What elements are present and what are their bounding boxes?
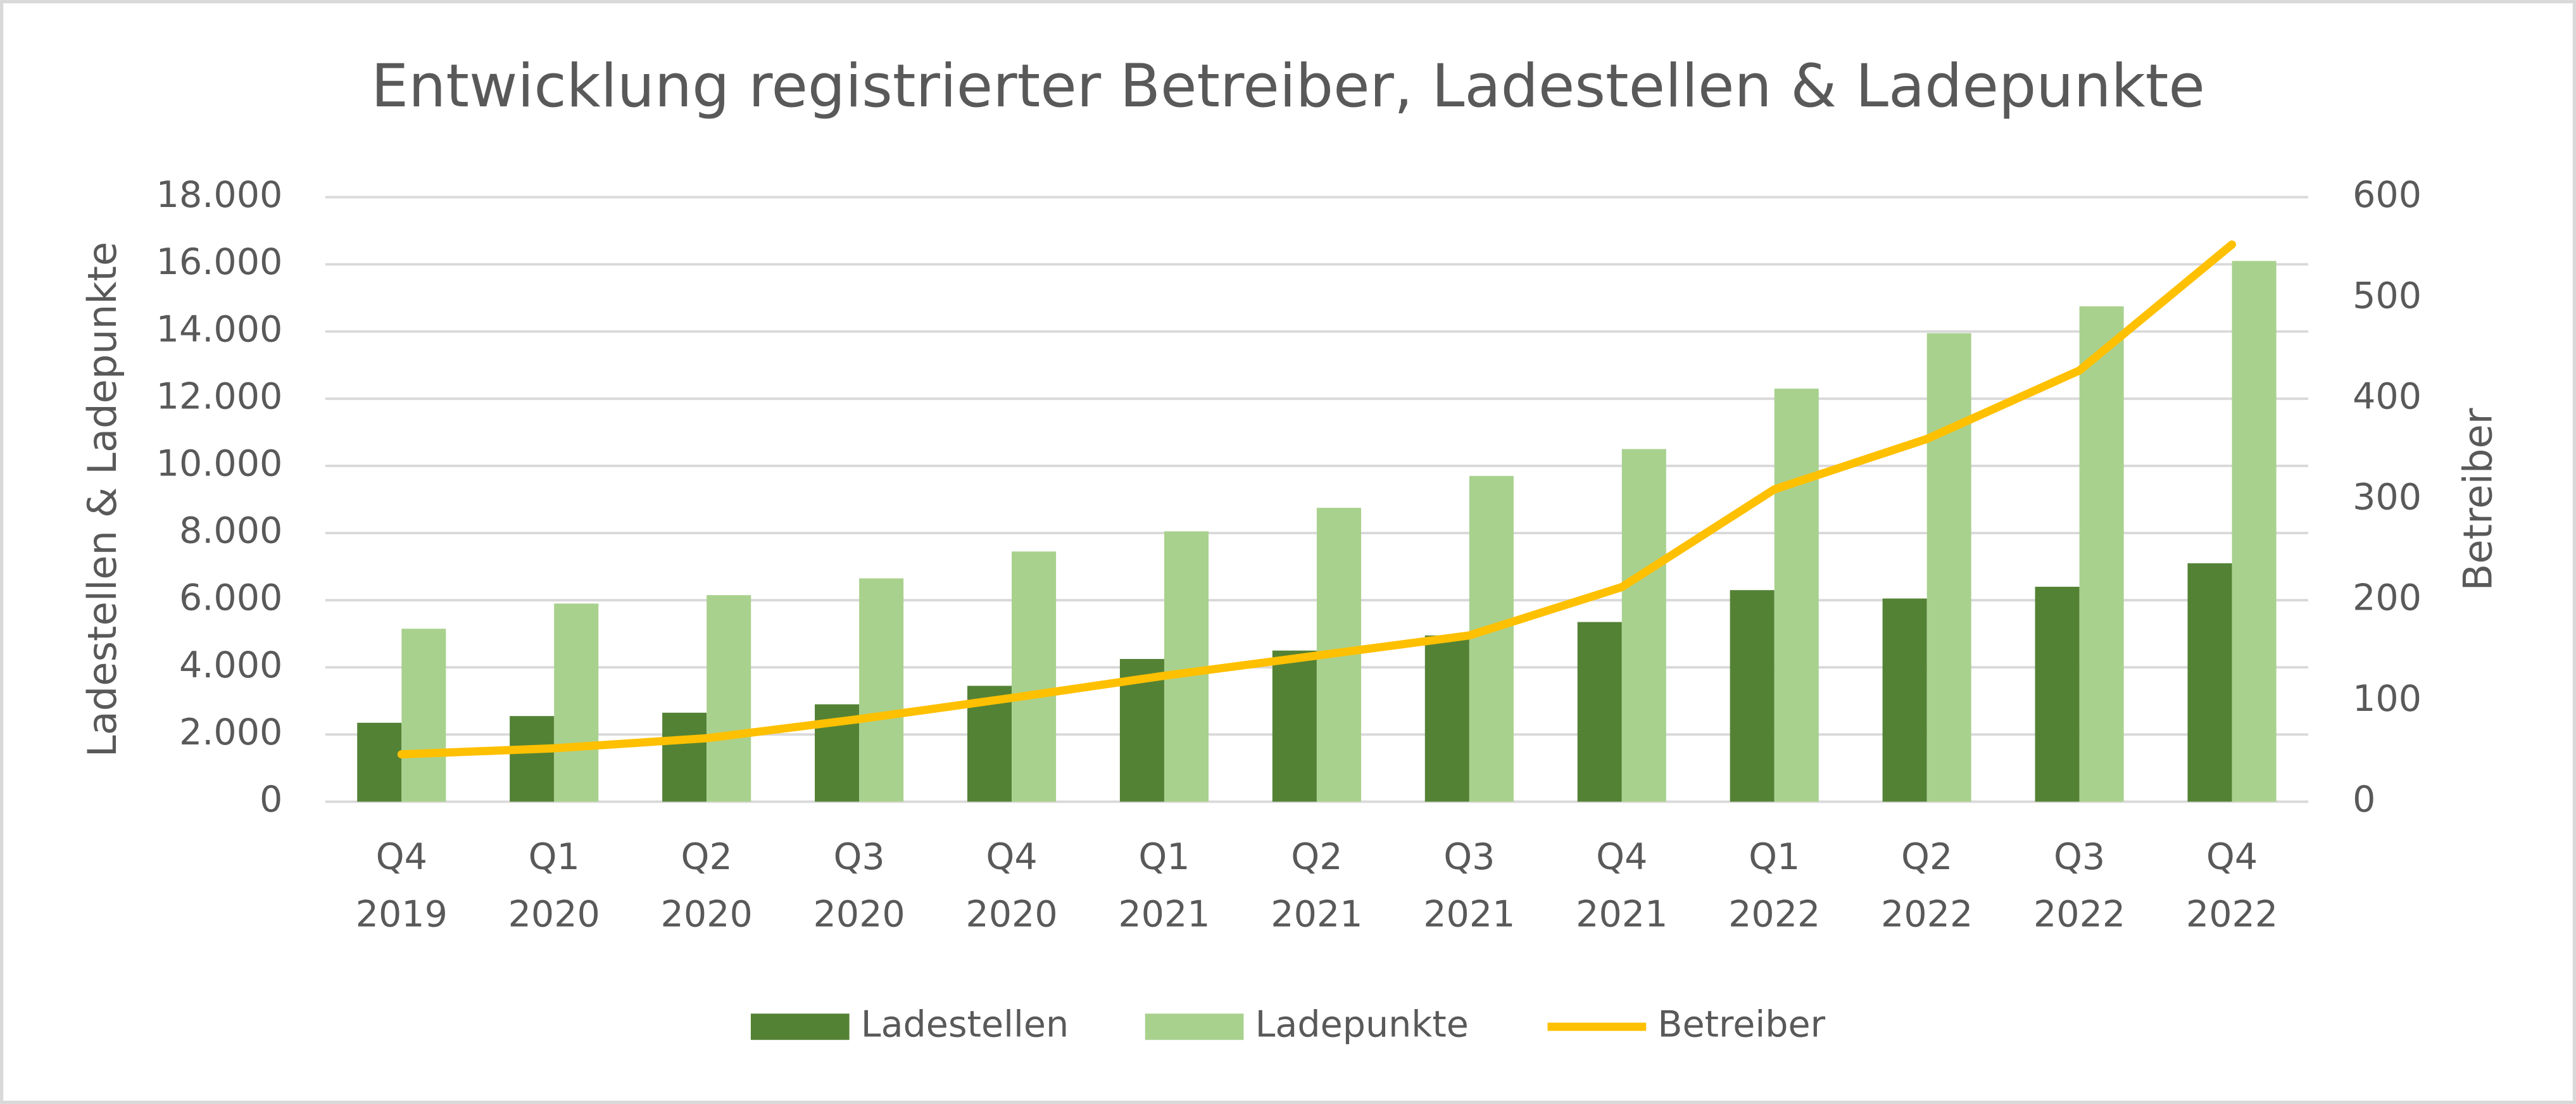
- x-tick-label: Q2: [681, 836, 732, 878]
- x-tick-label: 2020: [813, 894, 905, 936]
- y2-axis-title: Betreiber: [2455, 408, 2501, 591]
- y-tick-label: 0: [260, 779, 282, 820]
- x-tick-label: 2021: [1271, 894, 1362, 936]
- y-tick-label: 12.000: [156, 375, 283, 417]
- y-tick-label: 14.000: [156, 308, 283, 350]
- y2-tick-label: 0: [2353, 779, 2375, 820]
- x-tick-label: 2020: [508, 894, 600, 936]
- x-tick-label: 2022: [1728, 894, 1820, 936]
- bar: [1012, 551, 1057, 802]
- bar: [1774, 388, 1819, 802]
- x-tick-label: 2020: [965, 894, 1057, 936]
- x-tick-label: Q3: [1443, 836, 1495, 878]
- y-tick-label: 6.000: [179, 577, 282, 619]
- bar: [510, 716, 555, 802]
- x-tick-label: Q3: [2054, 836, 2105, 878]
- legend-label: Ladepunkte: [1255, 1004, 1469, 1046]
- legend-swatch: [1145, 1013, 1244, 1040]
- bar: [2187, 563, 2232, 802]
- y2-tick-label: 600: [2353, 174, 2422, 216]
- bar: [859, 578, 904, 802]
- y2-tick-label: 200: [2353, 577, 2422, 619]
- x-tick-label: Q2: [1291, 836, 1342, 878]
- x-tick-label: Q1: [1749, 836, 1800, 878]
- bar: [357, 722, 402, 802]
- y-tick-label: 2.000: [179, 712, 282, 753]
- bar: [1424, 635, 1469, 802]
- y-tick-label: 16.000: [156, 241, 283, 283]
- y-tick-label: 18.000: [156, 174, 283, 216]
- x-tick-label: Q4: [986, 836, 1037, 878]
- line: [397, 240, 2237, 759]
- x-tick-label: 2022: [2186, 894, 2278, 936]
- bar: [662, 712, 707, 802]
- x-tick-label: 2022: [1881, 894, 1973, 936]
- bar: [1621, 449, 1666, 802]
- bar: [1164, 531, 1209, 802]
- legend-label: Ladestellen: [861, 1004, 1069, 1046]
- legend-label: Betreiber: [1657, 1004, 1825, 1046]
- x-tick-label: 2019: [356, 894, 448, 936]
- x-tick-label: Q3: [833, 836, 884, 878]
- bar: [1272, 650, 1317, 802]
- x-tick-label: Q1: [529, 836, 580, 878]
- y-tick-label: 10.000: [156, 443, 283, 485]
- x-tick-label: Q1: [1138, 836, 1190, 878]
- bar: [1469, 475, 1514, 802]
- bar: [1882, 598, 1927, 802]
- y2-tick-label: 400: [2353, 375, 2422, 417]
- bar: [401, 629, 446, 802]
- chart-title: Entwicklung registrierter Betreiber, Lad…: [371, 52, 2205, 121]
- bar: [2035, 586, 2080, 802]
- bar: [554, 603, 599, 802]
- x-tick-label: Q2: [1901, 836, 1952, 878]
- bar: [707, 595, 751, 802]
- legend-swatch: [750, 1013, 850, 1040]
- x-tick-label: 2021: [1576, 894, 1668, 936]
- x-tick-label: 2020: [661, 894, 753, 936]
- bar: [2232, 261, 2277, 802]
- y2-tick-label: 100: [2353, 678, 2422, 720]
- y-tick-label: 4.000: [179, 644, 282, 686]
- y-tick-label: 8.000: [179, 510, 282, 552]
- x-tick-label: 2021: [1118, 894, 1210, 936]
- y2-tick-label: 500: [2353, 275, 2422, 317]
- x-tick-label: 2021: [1423, 894, 1515, 936]
- y2-tick-label: 300: [2353, 477, 2422, 518]
- bar: [1730, 590, 1775, 802]
- x-tick-label: Q4: [1596, 836, 1647, 878]
- y-axis-title: Ladestellen & Ladepunkte: [79, 242, 125, 757]
- bar: [1577, 622, 1622, 802]
- bar: [1926, 333, 1971, 802]
- x-tick-label: 2022: [2033, 894, 2125, 936]
- x-tick-label: Q4: [2206, 836, 2258, 878]
- bar: [2079, 306, 2124, 802]
- x-tick-label: Q4: [376, 836, 427, 878]
